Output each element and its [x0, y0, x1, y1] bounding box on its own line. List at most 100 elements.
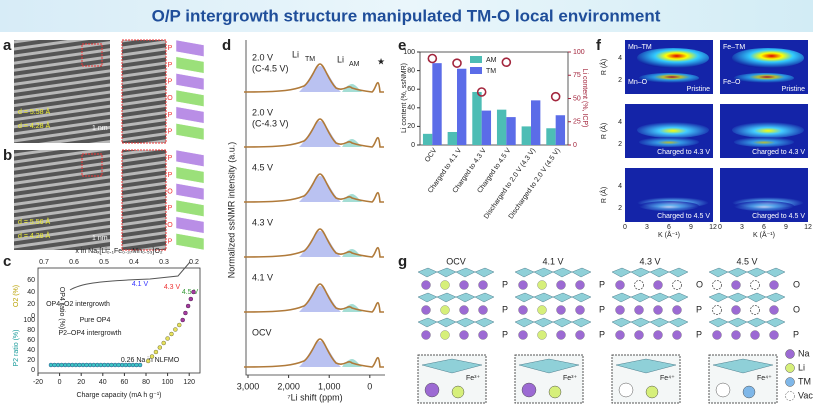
label: P2–OP4 intergrowth: [58, 330, 121, 337]
icp-point: [427, 53, 438, 64]
ion: [575, 305, 585, 315]
title-banner: [0, 0, 813, 32]
ion: [742, 385, 756, 399]
heatmap-blob: [637, 48, 709, 68]
ion: [556, 305, 566, 315]
label: 100: [573, 49, 585, 56]
label: 2: [618, 77, 622, 84]
bar: [447, 131, 457, 145]
ion: [712, 330, 722, 340]
label: 80: [27, 327, 35, 334]
label: 4.1 V: [132, 281, 149, 288]
octahedra: [417, 267, 438, 278]
label: Charged to 4.5 V: [752, 213, 805, 220]
octahedra: [765, 317, 786, 328]
label: 0.26 Na in NLFMO: [121, 357, 180, 364]
decor-point: [185, 303, 191, 309]
heatmap-blob: [734, 201, 794, 211]
label: 4.1 V: [252, 272, 273, 282]
ion: [750, 305, 760, 315]
ion: [653, 305, 663, 315]
label: 0: [411, 142, 415, 149]
label: 60: [407, 86, 415, 93]
label: 1 nm: [92, 125, 108, 132]
label: 4.5 V: [182, 289, 199, 296]
octahedra: [765, 292, 786, 303]
label: 1 nm: [92, 235, 108, 242]
label: K (Å⁻¹): [753, 230, 775, 239]
ion: [537, 330, 547, 340]
ion: [421, 280, 431, 290]
label: 40: [27, 289, 35, 296]
ion: [769, 305, 779, 315]
decor-point: [173, 327, 178, 332]
label: P: [793, 329, 799, 339]
figure-title: O/P intergrowth structure manipulated TM…: [152, 6, 661, 25]
octahedra: [615, 358, 677, 374]
label: 2.0 V: [252, 107, 273, 117]
octahedra: [649, 267, 670, 278]
label: Na: [798, 348, 810, 358]
decor-point: [149, 354, 155, 359]
label: P2 ratio (%): [13, 330, 20, 367]
ion: [459, 305, 469, 315]
decor-point: [188, 296, 194, 302]
panel-c-frame: [37, 267, 201, 374]
bar: [506, 117, 516, 145]
label: 2: [618, 205, 622, 212]
ion: [653, 280, 663, 290]
label: 0.3: [159, 259, 169, 266]
label: 0: [623, 224, 627, 231]
label: 4: [618, 183, 622, 190]
spectrum: [243, 228, 385, 258]
layer-schematic: [175, 106, 205, 124]
octahedra: [611, 292, 632, 303]
legend-swatch: [785, 391, 795, 401]
label: 2,000: [277, 381, 300, 391]
label: 120: [183, 379, 195, 386]
label: O: [793, 304, 800, 314]
octahedra: [571, 267, 592, 278]
label: Pristine: [782, 86, 805, 93]
label: K (Å⁻¹): [658, 230, 680, 239]
octahedra: [421, 358, 483, 374]
label: P: [168, 205, 173, 212]
label: P: [168, 79, 173, 86]
label: AM: [486, 57, 497, 64]
label: OCV: [424, 147, 439, 164]
spectrum-part: [299, 231, 341, 257]
heatmap-blob: [639, 73, 699, 83]
label: TM: [305, 56, 315, 63]
label: P: [599, 329, 605, 339]
bar: [496, 109, 507, 145]
label: 25: [573, 119, 581, 126]
ion: [440, 305, 450, 315]
label: 100: [162, 379, 174, 386]
label: 20: [27, 357, 35, 364]
ion: [440, 280, 450, 290]
label: x in Naₓ[Li₀.₁Fe₀.₃₇Mn₀.₅₃]O₂: [75, 248, 163, 255]
octahedra: [668, 267, 689, 278]
octahedra: [474, 292, 495, 303]
label: O: [167, 189, 173, 196]
octahedra: [552, 317, 573, 328]
label: Li content (%, ssNMR): [401, 63, 408, 133]
label: P: [502, 304, 508, 314]
octahedra: [630, 267, 651, 278]
label: R (Å): [599, 187, 608, 203]
decor-point: [165, 336, 170, 341]
label: ★: [377, 56, 385, 66]
ion: [615, 280, 625, 290]
label: Li: [337, 54, 344, 64]
decor-point: [177, 322, 182, 328]
legend-swatch: [470, 56, 482, 63]
icp-point: [452, 58, 462, 68]
label: 100: [403, 49, 415, 56]
label: d = 4.28 Å: [18, 121, 50, 130]
label: TM: [798, 376, 811, 386]
legend-swatch: [785, 349, 795, 359]
label: 0: [31, 367, 35, 374]
label: 0.4: [129, 259, 139, 266]
octahedra: [436, 317, 457, 328]
icp-point: [476, 87, 487, 97]
